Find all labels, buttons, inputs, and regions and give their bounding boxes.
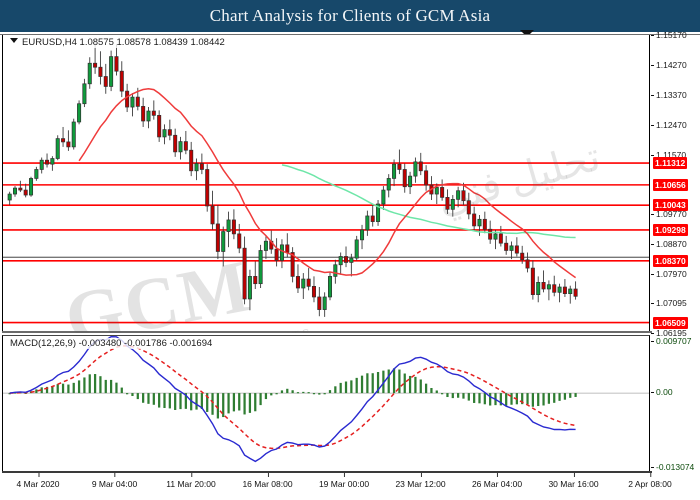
macd-tick: 0.00 — [651, 387, 673, 397]
dropdown-caret-icon[interactable] — [520, 30, 534, 37]
macd-axis[interactable]: 0.009707 0.00 -0.013074 — [651, 335, 700, 472]
price-level-badge[interactable]: 1.10043 — [653, 199, 688, 212]
price-tick: 1.15170 — [651, 30, 687, 40]
symbol-ohlc-label: EURUSD,H4 1.08575 1.08578 1.08439 1.0844… — [9, 37, 226, 48]
price-level-badge[interactable]: 1.06509 — [653, 316, 688, 329]
price-tick: 1.08870 — [651, 239, 687, 249]
time-tick: 26 Mar 04:00 — [471, 473, 523, 489]
page-title: Chart Analysis for Clients of GCM Asia — [209, 6, 491, 25]
price-tick: 1.07970 — [651, 269, 687, 279]
price-tick: 1.11570 — [651, 150, 686, 160]
price-chart-svg — [3, 42, 649, 324]
time-tick: 16 Mar 08:00 — [242, 473, 293, 489]
macd-chart-svg — [3, 336, 649, 463]
page-header: Chart Analysis for Clients of GCM Asia — [0, 0, 700, 32]
time-tick: 9 Mar 04:00 — [91, 473, 138, 489]
time-tick: 11 Mar 20:00 — [166, 473, 216, 489]
time-tick: 19 Mar 00:00 — [318, 473, 370, 489]
price-level-badge[interactable]: 1.11312 — [653, 157, 688, 170]
chart-frame: GCM GLOBAL CAPITAL MARKETS تحليل فني EUR… — [0, 30, 700, 500]
price-tick: 1.07095 — [651, 298, 687, 308]
time-axis[interactable]: 4 Mar 2020 9 Mar 04:00 11 Mar 20:00 16 Mar … — [0, 473, 700, 500]
price-level-badge[interactable]: 1.09298 — [653, 223, 688, 236]
price-tick: 1.13370 — [651, 90, 687, 100]
symbol-caret-icon[interactable] — [10, 38, 18, 43]
time-tick: 30 Mar 16:00 — [548, 473, 599, 489]
price-tick: 1.09770 — [651, 209, 687, 219]
price-pane[interactable]: GCM GLOBAL CAPITAL MARKETS تحليل فني EUR… — [2, 35, 650, 333]
pane-separator — [2, 331, 652, 333]
macd-tick: 0.009707 — [651, 336, 691, 346]
macd-indicator-label: MACD(12,26,9) -0.003480 -0.001786 -0.001… — [9, 338, 214, 349]
time-tick: 2 Apr 08:00 — [628, 473, 672, 489]
price-tick: 1.14270 — [651, 60, 687, 70]
price-tick: 1.06195 — [651, 328, 687, 338]
price-level-badge[interactable]: 1.08370 — [653, 254, 688, 267]
price-level-badge[interactable]: 1.10656 — [653, 178, 688, 191]
time-axis-line — [2, 471, 652, 473]
plot-area: GCM GLOBAL CAPITAL MARKETS تحليل فني EUR… — [2, 35, 652, 473]
time-tick: 4 Mar 2020 — [16, 473, 60, 489]
symbol-ohlc-text: EURUSD,H4 1.08575 1.08578 1.08439 1.0844… — [22, 37, 225, 48]
macd-tick: -0.013074 — [651, 462, 694, 472]
price-tick: 1.12470 — [651, 120, 687, 130]
price-axis[interactable]: 1.15170 1.14270 1.13370 1.12470 1.11570 1.097… — [651, 30, 700, 338]
macd-pane[interactable]: MACD(12,26,9) -0.003480 -0.001786 -0.001… — [2, 335, 650, 471]
time-tick: 23 Mar 12:00 — [395, 473, 446, 489]
